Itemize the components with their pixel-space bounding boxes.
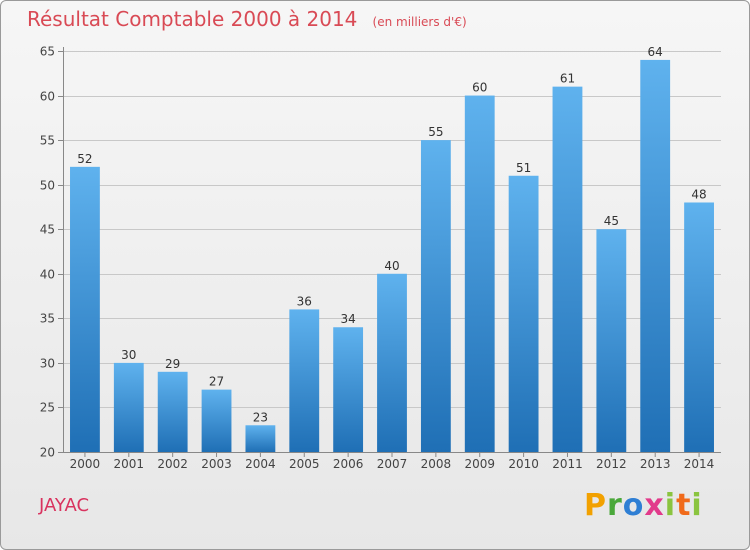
x-tick-label-2013: 2013	[640, 457, 671, 471]
data-label-2009: 60	[472, 81, 487, 95]
commune-name: JAYAC	[39, 495, 90, 516]
axis-layer: 20 25 30 35 40 45 50 55 60 65 2000 2001 2002 2003 2004…	[40, 45, 721, 471]
x-tick-label-2005: 2005	[289, 457, 320, 471]
bar-2005	[289, 309, 320, 452]
chart-title: Résultat Comptable 2000 à 2014	[27, 7, 358, 31]
bar-2014	[684, 202, 714, 452]
x-tick-label-2003: 2003	[201, 457, 232, 471]
x-tick-label-2000: 2000	[70, 457, 101, 471]
data-label-2000: 52	[77, 152, 92, 166]
y-tick-label: 50	[40, 179, 55, 193]
x-tick-label-2010: 2010	[508, 457, 539, 471]
data-label-2001: 30	[121, 348, 136, 362]
data-label-2002: 29	[165, 357, 180, 371]
x-tick-label-2007: 2007	[377, 457, 408, 471]
y-tick-label: 20	[40, 446, 55, 460]
x-tick-label-2002: 2002	[157, 457, 188, 471]
x-tick-label-2012: 2012	[596, 457, 627, 471]
data-label-2005: 36	[297, 294, 312, 308]
bar-2004	[245, 425, 276, 452]
x-tick-label-2009: 2009	[464, 457, 495, 471]
chart-subtitle: (en milliers d'€)	[372, 15, 467, 29]
data-label-2007: 40	[384, 259, 399, 273]
x-tick-label-2006: 2006	[333, 457, 364, 471]
data-label-2012: 45	[604, 214, 619, 228]
x-tick-label-2008: 2008	[421, 457, 452, 471]
bar-2000	[70, 166, 100, 452]
data-label-2004: 23	[253, 410, 268, 424]
y-tick-label: 35	[40, 312, 55, 326]
proxiti-logo: Proxiti	[584, 488, 703, 523]
bar-2007	[377, 273, 407, 452]
y-tick-label: 65	[40, 45, 55, 59]
y-tick-label: 40	[40, 268, 55, 282]
y-tick-label: 30	[40, 357, 55, 371]
bar-2002	[157, 371, 188, 452]
bar-2011	[552, 86, 583, 453]
x-tick-label-2011: 2011	[552, 457, 583, 471]
y-tick-label: 55	[40, 134, 55, 148]
bar-2012	[596, 229, 627, 452]
bar-2010	[508, 175, 539, 452]
y-tick-label: 45	[40, 223, 55, 237]
bar-2008	[420, 140, 451, 452]
data-label-2011: 61	[560, 72, 575, 86]
bar-layer	[70, 59, 714, 453]
label-layer: 52 30 29 27 23 36 34 40 55 60 51 61 45 64 48	[77, 45, 706, 424]
bar-2001	[113, 362, 144, 452]
y-tick-label: 25	[40, 401, 55, 415]
data-label-2010: 51	[516, 161, 531, 175]
x-tick-label-2014: 2014	[684, 457, 715, 471]
x-tick-label-2001: 2001	[114, 457, 145, 471]
data-label-2014: 48	[691, 187, 706, 201]
title-row: Résultat Comptable 2000 à 2014 (en milli…	[27, 7, 467, 31]
bar-2006	[333, 327, 364, 452]
data-label-2003: 27	[209, 375, 224, 389]
data-label-2013: 64	[648, 45, 663, 59]
x-tick-label-2004: 2004	[245, 457, 276, 471]
bar-2013	[640, 59, 671, 453]
bar-2003	[201, 389, 232, 452]
y-tick-label: 60	[40, 90, 55, 104]
bar-2009	[464, 95, 495, 453]
data-label-2006: 34	[340, 312, 355, 326]
data-label-2008: 55	[428, 125, 443, 139]
